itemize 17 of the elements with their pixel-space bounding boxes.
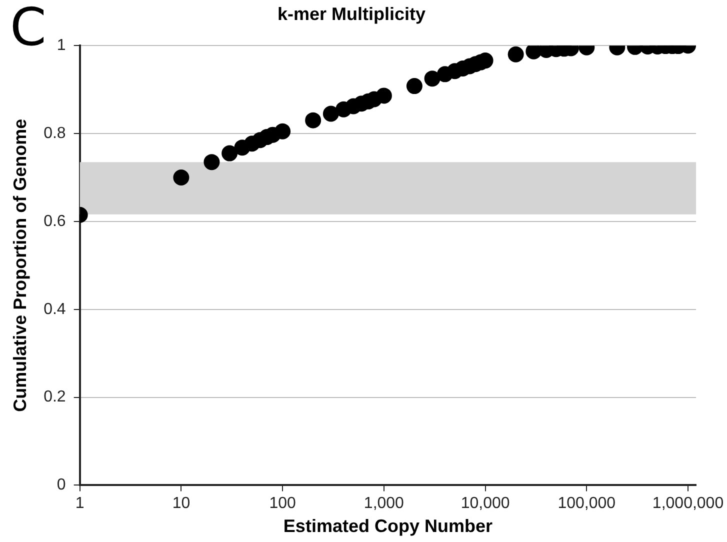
y-tick-label: 0.2 [44,388,66,406]
y-tick-label: 0.6 [44,212,66,230]
y-tick-label: 0.8 [44,124,66,142]
y-tick-label: 0 [56,476,66,494]
y-tick-label: 1 [56,37,66,54]
text: C [10,0,46,58]
y-axis-title: Cumulative Proportion of Genome [10,118,30,412]
chart-title: k-mer Multiplicity [277,4,426,24]
x-tick-label: 100,000 [558,495,616,512]
x-tick-label: 1 [75,495,84,512]
y-tick-label: 0.4 [44,300,66,318]
x-tick-label: 1,000 [364,495,404,512]
x-tick-label: 10 [172,495,190,512]
x-tick-label: 1,000,000 [652,495,724,512]
x-tick-label: 10,000 [460,495,510,512]
x-axis-title: Estimated Copy Number [283,516,492,536]
x-tick-label: 100 [269,495,296,512]
